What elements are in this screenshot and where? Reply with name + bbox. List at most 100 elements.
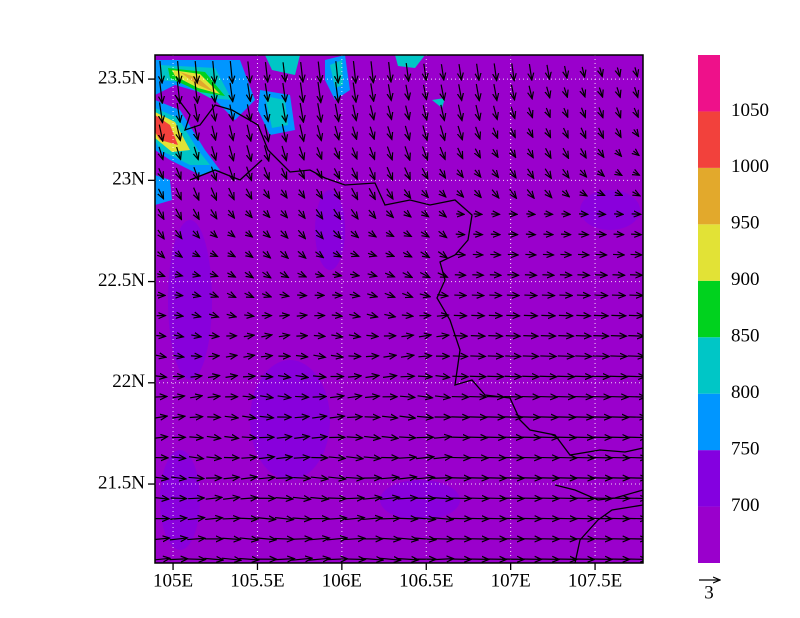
wind-arrow	[594, 275, 607, 276]
wind-arrow	[177, 146, 181, 159]
wind-arrow	[332, 274, 342, 276]
wind-arrow	[195, 60, 197, 83]
wind-arrow	[188, 477, 204, 478]
wind-arrow	[242, 416, 256, 418]
wind-arrow	[459, 64, 461, 80]
wind-arrow	[174, 295, 182, 296]
wind-arrow	[529, 63, 531, 80]
wind-arrow	[422, 167, 428, 179]
wind-arrow	[315, 252, 323, 258]
wind-arrow	[348, 356, 360, 357]
wind-arrow	[230, 82, 233, 102]
wind-arrow	[493, 127, 497, 138]
wind-arrow	[318, 81, 321, 103]
wind-arrow	[208, 335, 219, 336]
wind-arrow	[291, 539, 312, 540]
wind-arrow	[510, 148, 515, 157]
wind-arrow	[487, 356, 503, 357]
wind-arrow	[155, 355, 166, 357]
wind-arrow	[563, 168, 569, 178]
wind-arrow	[208, 314, 218, 317]
wind-arrow	[452, 376, 468, 377]
wind-arrow	[212, 125, 216, 140]
wind-arrow	[558, 336, 573, 337]
wind-arrow	[246, 211, 252, 218]
wind-arrow	[598, 148, 603, 157]
wind-arrow	[389, 62, 391, 82]
wind-arrow	[351, 187, 358, 199]
wind-arrow	[257, 538, 276, 540]
wind-arrow	[455, 234, 465, 235]
wind-arrow	[365, 356, 378, 357]
wind-arrow	[459, 84, 462, 100]
wind-arrow	[405, 125, 409, 140]
wind-arrow	[364, 417, 380, 418]
wind-arrow	[295, 396, 308, 397]
wind-arrow	[437, 252, 447, 258]
wind-arrow	[575, 336, 591, 337]
wind-arrow	[241, 437, 256, 438]
wind-arrow	[625, 417, 643, 418]
wind-arrow	[191, 314, 201, 316]
wind-arrow	[207, 376, 220, 378]
wind-arrow	[282, 124, 286, 142]
wind-arrow	[194, 167, 199, 180]
wind-arrow	[212, 104, 215, 120]
wind-arrow	[613, 234, 624, 235]
wind-arrow	[205, 497, 222, 499]
wind-arrow	[367, 274, 377, 276]
wind-arrow	[455, 254, 465, 255]
wind-arrow	[475, 148, 480, 158]
wind-arrow	[240, 518, 258, 519]
wind-arrow	[422, 189, 428, 197]
wind-arrow	[608, 417, 628, 418]
wind-arrow	[511, 106, 515, 119]
wind-arrow	[193, 230, 199, 238]
wind-arrow	[172, 416, 185, 418]
wind-arrow	[333, 208, 341, 219]
wind-arrow	[436, 315, 448, 316]
wind-arrow	[295, 356, 308, 357]
wind-arrow	[160, 81, 163, 103]
wind-arrow	[265, 83, 268, 101]
wind-arrow	[378, 558, 401, 560]
wind-arrow	[313, 335, 325, 336]
wind-arrow	[327, 518, 346, 519]
wind-arrow	[174, 274, 183, 276]
wind-arrow	[617, 67, 619, 77]
wind-arrow	[438, 211, 446, 217]
wind-arrow	[350, 231, 358, 237]
wind-arrow	[388, 126, 392, 139]
wind-arrow	[313, 355, 325, 357]
wind-arrow	[210, 253, 217, 256]
wind-arrow	[591, 397, 611, 398]
wind-arrow	[264, 145, 268, 161]
wind-arrow	[367, 294, 377, 297]
wind-arrow	[206, 457, 221, 459]
wind-arrow	[368, 187, 375, 199]
wind-arrow	[344, 518, 365, 520]
wind-arrow	[366, 314, 378, 317]
wind-arrow	[582, 87, 585, 97]
wind-arrow	[581, 148, 586, 158]
wind-arrow	[384, 273, 394, 277]
wind-arrow	[453, 336, 467, 337]
wind-arrow	[155, 397, 167, 398]
wind-arrow	[476, 83, 479, 101]
wind-arrow	[195, 81, 198, 103]
wind-arrow	[581, 127, 586, 138]
wind-arrow	[627, 356, 643, 357]
wind-arrow	[523, 336, 538, 337]
wind-arrow	[468, 417, 487, 418]
wind-arrow	[539, 376, 557, 377]
wind-arrow	[317, 168, 322, 179]
wind-arrow	[451, 417, 469, 418]
wind-arrow	[244, 252, 252, 257]
wind-arrow	[544, 189, 552, 198]
wind-arrow	[310, 497, 328, 499]
wind-arrow	[370, 126, 374, 139]
wind-arrow	[560, 234, 571, 235]
wind-arrow	[315, 229, 323, 238]
wind-arrow	[366, 335, 378, 336]
wind-arrow	[194, 146, 198, 160]
